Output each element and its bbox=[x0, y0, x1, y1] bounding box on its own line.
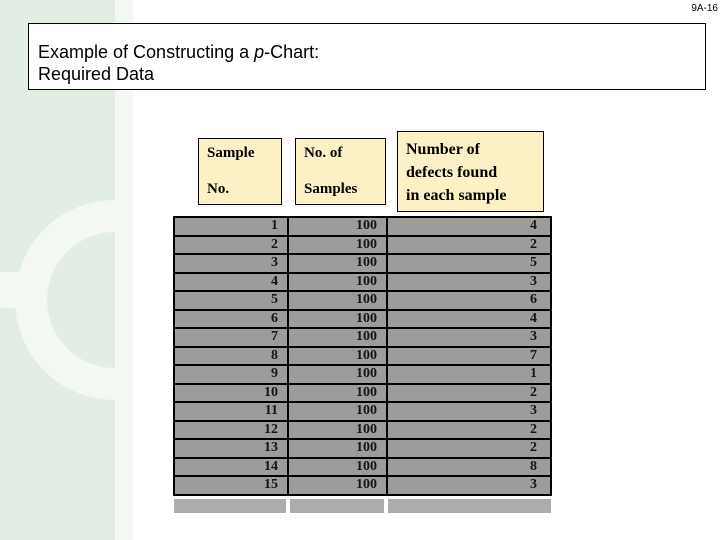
empty-row-divider bbox=[384, 499, 388, 513]
table-cell: 5 bbox=[175, 292, 287, 309]
table-cell: 2 bbox=[388, 421, 550, 438]
table-cell: 15 bbox=[175, 477, 287, 494]
table-cell: 6 bbox=[388, 292, 550, 309]
table-cell: 100 bbox=[289, 421, 386, 438]
column-header-label: defects found bbox=[406, 164, 498, 181]
table-cell: 3 bbox=[388, 403, 550, 420]
table-cell: 9 bbox=[175, 366, 287, 383]
column-header-no-of-samples: No. of Samples bbox=[295, 138, 386, 205]
title-suffix: -Chart: bbox=[264, 42, 320, 62]
table-cell: 1 bbox=[388, 366, 550, 383]
table-cell: 6 bbox=[175, 310, 287, 327]
table-cell: 8 bbox=[388, 458, 550, 475]
table-cell: 100 bbox=[289, 273, 386, 290]
table-cell: 2 bbox=[388, 384, 550, 401]
table-cell: 11 bbox=[175, 403, 287, 420]
table-cell: 13 bbox=[175, 440, 287, 457]
table-cell: 8 bbox=[175, 347, 287, 364]
empty-row-divider bbox=[286, 499, 290, 513]
title-italic-p: p bbox=[254, 42, 265, 62]
title-line2: Required Data bbox=[38, 64, 155, 84]
table-cell: 100 bbox=[289, 255, 386, 272]
column-header-label: in each sample bbox=[406, 187, 507, 204]
table-cell: 100 bbox=[289, 366, 386, 383]
empty-row-strip bbox=[174, 499, 551, 513]
table-cell: 2 bbox=[388, 236, 550, 253]
slide-title: Example of Constructing a p-Chart: Requi… bbox=[38, 41, 705, 85]
table-cell: 100 bbox=[289, 458, 386, 475]
table-cell: 100 bbox=[289, 403, 386, 420]
column-header-label: Samples bbox=[304, 181, 358, 197]
table-cell: 100 bbox=[289, 218, 386, 235]
table-cell: 100 bbox=[289, 310, 386, 327]
table-cell: 7 bbox=[175, 329, 287, 346]
table-cell: 100 bbox=[289, 347, 386, 364]
table-cell: 100 bbox=[289, 292, 386, 309]
column-header-label: No. bbox=[207, 181, 230, 197]
column-header-label: No. of bbox=[304, 145, 343, 161]
data-table: 1 100 4 2 100 2 3 100 5 4 100 3 5 100 6 6 100 4 7 100 3 8 100 7… bbox=[173, 216, 552, 496]
column-header-defects-found: Number of defects found in each sample bbox=[397, 131, 544, 212]
column-header-sample-no: Sample No. bbox=[198, 138, 282, 205]
table-cell: 1 bbox=[175, 218, 287, 235]
table-cell: 4 bbox=[175, 273, 287, 290]
table-cell: 4 bbox=[388, 310, 550, 327]
table-cell: 3 bbox=[388, 273, 550, 290]
table-cell: 100 bbox=[289, 440, 386, 457]
table-cell: 10 bbox=[175, 384, 287, 401]
title-prefix: Example of Constructing a bbox=[38, 42, 255, 62]
table-cell: 100 bbox=[289, 384, 386, 401]
table-cell: 3 bbox=[388, 477, 550, 494]
table-cell: 3 bbox=[175, 255, 287, 272]
table-cell: 2 bbox=[175, 236, 287, 253]
slide-page-number: 9A-16 bbox=[691, 3, 718, 14]
table-cell: 12 bbox=[175, 421, 287, 438]
table-cell: 14 bbox=[175, 458, 287, 475]
table-cell: 4 bbox=[388, 218, 550, 235]
table-cell: 3 bbox=[388, 329, 550, 346]
table-cell: 100 bbox=[289, 236, 386, 253]
table-cell: 100 bbox=[289, 329, 386, 346]
title-box: Example of Constructing a p-Chart: Requi… bbox=[28, 23, 706, 90]
circle-motif-bar bbox=[0, 272, 22, 308]
side-decoration-band bbox=[0, 0, 133, 540]
column-header-label: Number of bbox=[406, 141, 480, 158]
table-cell: 2 bbox=[388, 440, 550, 457]
table-cell: 100 bbox=[289, 477, 386, 494]
column-header-label: Sample bbox=[207, 145, 255, 161]
table-cell: 5 bbox=[388, 255, 550, 272]
table-cell: 7 bbox=[388, 347, 550, 364]
